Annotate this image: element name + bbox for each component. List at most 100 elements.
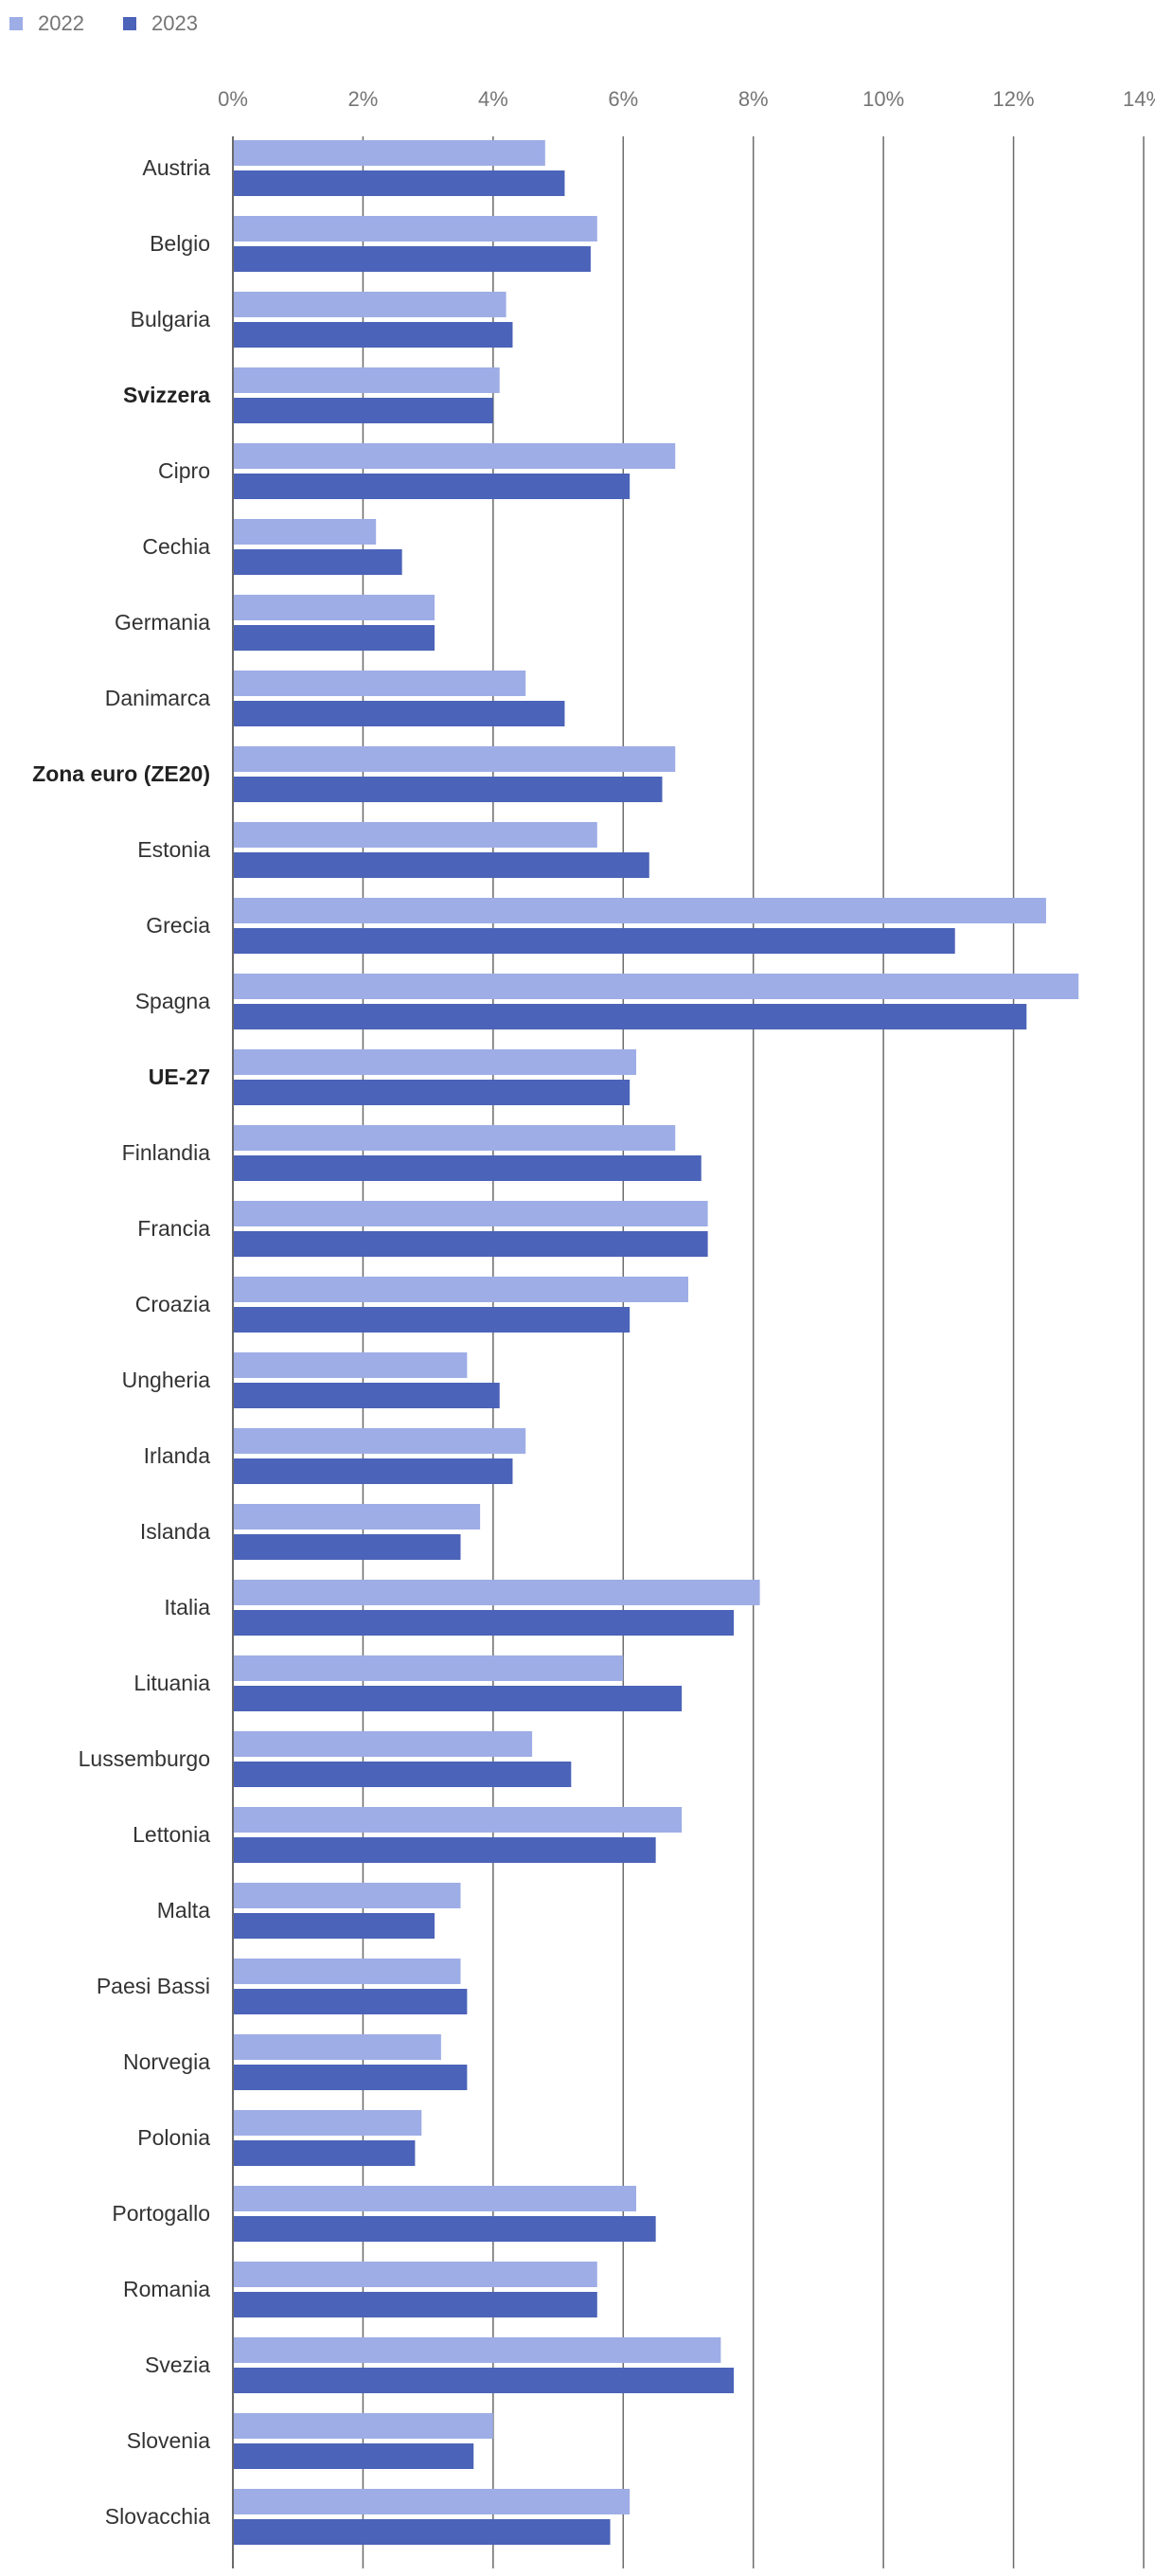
bar-2022-9[interactable] bbox=[233, 822, 597, 848]
category-label-16: Ungheria bbox=[122, 1368, 211, 1392]
bar-2022-18[interactable] bbox=[233, 1504, 481, 1530]
bar-2023-21[interactable] bbox=[233, 1762, 572, 1787]
bar-2023-26[interactable] bbox=[233, 2140, 416, 2166]
bar-2022-0[interactable] bbox=[233, 140, 545, 166]
bar-2022-24[interactable] bbox=[233, 1959, 461, 1984]
bar-2023-8[interactable] bbox=[233, 777, 663, 802]
bar-2022-23[interactable] bbox=[233, 1883, 461, 1908]
category-label-2: Bulgaria bbox=[131, 307, 211, 331]
bar-2023-15[interactable] bbox=[233, 1307, 631, 1333]
category-label-13: Finlandia bbox=[122, 1140, 211, 1165]
category-label-12: UE-27 bbox=[149, 1064, 210, 1089]
category-label-26: Polonia bbox=[137, 2125, 210, 2150]
bar-2023-7[interactable] bbox=[233, 701, 565, 726]
x-tick-label-7: 14% bbox=[1123, 87, 1155, 111]
x-tick-label-5: 10% bbox=[862, 87, 904, 111]
bar-2023-13[interactable] bbox=[233, 1155, 702, 1181]
category-label-15: Croazia bbox=[135, 1292, 210, 1316]
bar-2022-8[interactable] bbox=[233, 746, 676, 772]
bar-2022-13[interactable] bbox=[233, 1125, 676, 1151]
bar-2022-29[interactable] bbox=[233, 2337, 721, 2363]
x-tick-label-3: 6% bbox=[608, 87, 638, 111]
bar-2022-30[interactable] bbox=[233, 2413, 493, 2439]
category-label-24: Paesi Bassi bbox=[97, 1974, 210, 1998]
x-tick-label-4: 8% bbox=[738, 87, 769, 111]
bar-2023-30[interactable] bbox=[233, 2443, 474, 2469]
bar-2023-28[interactable] bbox=[233, 2292, 597, 2317]
category-label-22: Lettonia bbox=[133, 1822, 210, 1847]
bar-2022-27[interactable] bbox=[233, 2186, 637, 2211]
category-label-7: Danimarca bbox=[105, 686, 210, 710]
category-label-9: Estonia bbox=[137, 837, 210, 862]
bar-2023-17[interactable] bbox=[233, 1458, 513, 1484]
bar-2023-6[interactable] bbox=[233, 625, 435, 651]
bar-2023-19[interactable] bbox=[233, 1610, 735, 1636]
bar-2022-12[interactable] bbox=[233, 1049, 637, 1075]
category-label-21: Lussemburgo bbox=[79, 1746, 210, 1771]
bar-2023-31[interactable] bbox=[233, 2519, 611, 2545]
bar-2022-1[interactable] bbox=[233, 216, 597, 242]
category-label-25: Norvegia bbox=[123, 2049, 210, 2074]
bar-2022-3[interactable] bbox=[233, 367, 500, 393]
category-label-5: Cechia bbox=[142, 534, 210, 559]
bar-2023-29[interactable] bbox=[233, 2368, 735, 2393]
bar-2023-23[interactable] bbox=[233, 1913, 435, 1939]
category-label-17: Irlanda bbox=[144, 1443, 211, 1468]
bar-2023-20[interactable] bbox=[233, 1686, 683, 1711]
bar-2023-3[interactable] bbox=[233, 398, 493, 423]
legend-swatch-2022 bbox=[9, 17, 23, 30]
bar-2022-17[interactable] bbox=[233, 1428, 526, 1454]
bar-2023-16[interactable] bbox=[233, 1383, 500, 1408]
bar-2023-10[interactable] bbox=[233, 928, 955, 954]
bar-2023-11[interactable] bbox=[233, 1004, 1027, 1029]
bar-2022-25[interactable] bbox=[233, 2034, 441, 2060]
category-label-18: Islanda bbox=[140, 1519, 210, 1544]
bar-2023-2[interactable] bbox=[233, 322, 513, 348]
category-label-0: Austria bbox=[142, 155, 210, 180]
bar-2022-21[interactable] bbox=[233, 1731, 533, 1757]
category-label-23: Malta bbox=[157, 1898, 210, 1923]
bar-2022-14[interactable] bbox=[233, 1201, 708, 1226]
bar-2023-18[interactable] bbox=[233, 1534, 461, 1560]
legend-swatch-2023 bbox=[123, 17, 136, 30]
bar-2022-2[interactable] bbox=[233, 292, 506, 317]
bar-2022-26[interactable] bbox=[233, 2110, 422, 2136]
bar-2022-7[interactable] bbox=[233, 671, 526, 696]
bar-2022-6[interactable] bbox=[233, 595, 435, 620]
bar-2022-28[interactable] bbox=[233, 2262, 597, 2287]
bar-2023-9[interactable] bbox=[233, 852, 649, 878]
bar-2022-16[interactable] bbox=[233, 1352, 468, 1378]
bar-2022-11[interactable] bbox=[233, 974, 1079, 999]
category-label-11: Spagna bbox=[135, 989, 211, 1013]
category-label-27: Portogallo bbox=[112, 2201, 210, 2226]
category-label-4: Cipro bbox=[158, 458, 210, 483]
legend-item-2022[interactable]: 2022 bbox=[9, 11, 84, 36]
bar-2023-14[interactable] bbox=[233, 1231, 708, 1257]
bar-2022-31[interactable] bbox=[233, 2489, 631, 2514]
bar-2022-4[interactable] bbox=[233, 443, 676, 469]
x-tick-label-1: 2% bbox=[348, 87, 379, 111]
legend-item-2023[interactable]: 2023 bbox=[123, 11, 198, 36]
category-label-8: Zona euro (ZE20) bbox=[32, 761, 210, 786]
category-label-10: Grecia bbox=[146, 913, 210, 938]
x-tick-label-0: 0% bbox=[218, 87, 248, 111]
bar-2022-22[interactable] bbox=[233, 1807, 683, 1833]
legend-label-2023: 2023 bbox=[151, 11, 198, 35]
bar-2023-24[interactable] bbox=[233, 1989, 468, 2014]
bar-2022-20[interactable] bbox=[233, 1655, 624, 1681]
bar-2023-1[interactable] bbox=[233, 246, 591, 272]
bar-2022-19[interactable] bbox=[233, 1580, 760, 1605]
bar-2023-22[interactable] bbox=[233, 1837, 656, 1863]
category-label-28: Romania bbox=[123, 2277, 210, 2301]
bar-2023-12[interactable] bbox=[233, 1080, 631, 1105]
category-label-30: Slovenia bbox=[127, 2428, 210, 2453]
bar-2023-0[interactable] bbox=[233, 170, 565, 196]
bar-2023-27[interactable] bbox=[233, 2216, 656, 2242]
bar-2023-25[interactable] bbox=[233, 2065, 468, 2090]
bar-2022-5[interactable] bbox=[233, 519, 377, 545]
bar-2023-5[interactable] bbox=[233, 549, 402, 575]
bar-2023-4[interactable] bbox=[233, 474, 631, 499]
bar-2022-10[interactable] bbox=[233, 898, 1046, 923]
bar-2022-15[interactable] bbox=[233, 1277, 688, 1302]
